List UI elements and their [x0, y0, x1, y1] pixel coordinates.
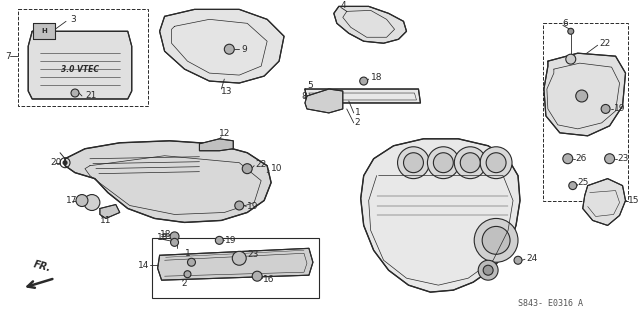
Text: 10: 10: [271, 164, 283, 173]
Circle shape: [171, 238, 179, 246]
Circle shape: [84, 195, 100, 211]
Text: 18: 18: [157, 233, 168, 242]
Polygon shape: [305, 89, 343, 113]
Circle shape: [576, 90, 588, 102]
Text: 23: 23: [618, 154, 629, 163]
Text: 8: 8: [301, 93, 307, 101]
Circle shape: [71, 89, 79, 97]
Text: 25: 25: [578, 178, 589, 187]
Text: 21: 21: [85, 92, 97, 100]
Text: 18: 18: [159, 230, 171, 239]
Circle shape: [454, 147, 486, 179]
Text: 24: 24: [526, 254, 537, 263]
Circle shape: [235, 201, 244, 210]
Text: H: H: [41, 28, 47, 34]
Circle shape: [428, 147, 460, 179]
Text: 6: 6: [563, 19, 568, 28]
Text: 1: 1: [355, 108, 360, 117]
Circle shape: [605, 154, 614, 164]
Bar: [543, 23, 628, 201]
Circle shape: [568, 28, 574, 34]
Text: 22: 22: [255, 160, 266, 169]
Text: 19: 19: [614, 104, 625, 114]
Polygon shape: [33, 23, 55, 39]
Polygon shape: [159, 9, 284, 83]
Text: 18: 18: [371, 73, 382, 82]
Text: 16: 16: [263, 275, 275, 284]
Circle shape: [563, 154, 573, 164]
Text: 19: 19: [225, 236, 237, 245]
Polygon shape: [305, 89, 420, 103]
Circle shape: [474, 219, 518, 262]
Text: 3: 3: [70, 15, 76, 24]
Circle shape: [76, 195, 88, 206]
Circle shape: [514, 256, 522, 264]
Text: S843- E0316 A: S843- E0316 A: [518, 299, 583, 308]
Circle shape: [433, 153, 453, 173]
Circle shape: [252, 271, 262, 281]
Circle shape: [225, 44, 234, 54]
Polygon shape: [334, 6, 406, 43]
Text: 15: 15: [628, 196, 639, 205]
Text: 12: 12: [220, 129, 231, 138]
Text: 17: 17: [66, 196, 77, 205]
Polygon shape: [544, 53, 625, 136]
Text: 23: 23: [247, 250, 259, 259]
Text: 4: 4: [341, 1, 346, 10]
Circle shape: [188, 258, 195, 266]
Circle shape: [486, 153, 506, 173]
Circle shape: [243, 164, 252, 174]
Circle shape: [397, 147, 429, 179]
Polygon shape: [361, 139, 520, 292]
Text: 14: 14: [138, 261, 149, 270]
Circle shape: [170, 232, 179, 241]
Polygon shape: [200, 139, 234, 151]
Polygon shape: [28, 31, 132, 99]
Polygon shape: [157, 248, 313, 280]
Bar: [19, 9, 148, 106]
Text: 20: 20: [50, 158, 61, 167]
Text: FR.: FR.: [32, 259, 52, 273]
Text: 7: 7: [5, 52, 11, 61]
Text: 1: 1: [184, 249, 190, 258]
Circle shape: [460, 153, 480, 173]
Text: 2: 2: [182, 279, 187, 288]
Text: 3.0 VTEC: 3.0 VTEC: [61, 65, 99, 74]
Circle shape: [569, 182, 577, 189]
Circle shape: [184, 271, 191, 278]
Circle shape: [601, 104, 610, 114]
Polygon shape: [100, 204, 120, 219]
Text: 2: 2: [355, 118, 360, 127]
Text: 5: 5: [307, 80, 313, 90]
Text: 11: 11: [100, 216, 111, 225]
Circle shape: [360, 77, 368, 85]
Polygon shape: [65, 141, 271, 222]
Text: 26: 26: [576, 154, 587, 163]
Circle shape: [232, 251, 246, 265]
Circle shape: [404, 153, 424, 173]
Text: 19: 19: [247, 202, 259, 211]
Circle shape: [63, 161, 67, 165]
Circle shape: [566, 54, 576, 64]
Text: 9: 9: [241, 45, 247, 54]
Bar: [152, 238, 319, 298]
Circle shape: [478, 260, 498, 280]
Circle shape: [482, 226, 510, 254]
Circle shape: [483, 265, 493, 275]
Polygon shape: [583, 179, 625, 226]
Text: 13: 13: [221, 86, 233, 95]
Text: 22: 22: [600, 39, 611, 48]
Circle shape: [480, 147, 512, 179]
Circle shape: [216, 236, 223, 244]
